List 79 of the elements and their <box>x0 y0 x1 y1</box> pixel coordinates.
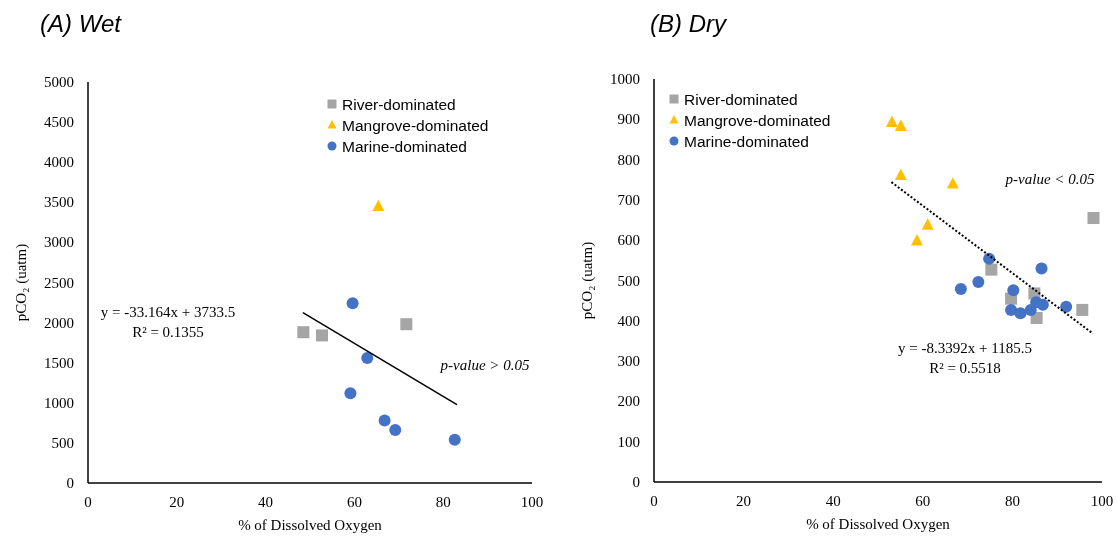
point <box>894 168 907 181</box>
y-tick-label: 500 <box>617 272 640 289</box>
point <box>894 119 907 131</box>
x-tick-label: 40 <box>825 493 841 509</box>
y-axis-title: pCO₂ (uatm) <box>13 243 30 322</box>
point <box>972 276 985 289</box>
point <box>1005 303 1018 316</box>
x-tick-label: 60 <box>346 494 362 510</box>
y-tick-label: 1000 <box>44 394 74 411</box>
chart-title: (B) Dry <box>650 10 728 37</box>
x-tick-label: 80 <box>1004 493 1020 509</box>
annotation: p-value > 0.05 <box>439 357 530 373</box>
y-tick-label: 600 <box>617 232 640 249</box>
y-tick-label: 300 <box>617 353 640 370</box>
y-tick-label: 200 <box>617 393 640 410</box>
y-tick-label: 1500 <box>44 354 74 371</box>
point <box>910 234 923 246</box>
y-tick-label: 0 <box>66 475 74 491</box>
point <box>1007 284 1020 297</box>
y-tick-label: 4500 <box>44 114 74 131</box>
point <box>1030 311 1043 324</box>
y-tick-label: 3000 <box>44 234 74 251</box>
x-tick-label: 0 <box>650 493 658 509</box>
y-tick-label: 800 <box>617 151 640 168</box>
y-tick-label: 4000 <box>44 154 74 171</box>
y-tick-label: 5000 <box>44 74 74 90</box>
x-tick-label: 100 <box>520 494 544 510</box>
y-tick-label: 100 <box>617 433 640 450</box>
point <box>921 218 934 230</box>
point <box>361 351 374 364</box>
point <box>389 424 402 437</box>
x-tick-label: 80 <box>435 494 451 510</box>
point <box>1087 212 1100 225</box>
legend-label: River-dominated <box>684 91 798 108</box>
point <box>1035 262 1048 275</box>
y-tick-label: 3500 <box>44 194 74 211</box>
x-tick-label: 20 <box>169 494 185 510</box>
point <box>985 263 998 276</box>
y-tick-label: 900 <box>617 111 640 128</box>
annotation: R² = 0.5518 <box>929 360 1001 376</box>
point <box>400 318 413 331</box>
y-tick-label: 2000 <box>44 314 74 331</box>
point <box>954 282 967 295</box>
annotation: p-value < 0.05 <box>1004 171 1095 187</box>
y-axis-title: pCO₂ (uatm) <box>579 241 596 320</box>
x-tick-label: 0 <box>84 494 92 510</box>
point <box>1014 307 1027 320</box>
y-tick-label: 400 <box>617 312 640 329</box>
y-tick-label: 1000 <box>610 71 640 87</box>
x-axis-title: % of Dissolved Oxygen <box>806 516 951 532</box>
point <box>372 199 385 212</box>
y-tick-label: 2500 <box>44 274 74 291</box>
point <box>315 329 328 342</box>
point <box>448 433 461 446</box>
point <box>297 326 310 339</box>
legend-label: River-dominated <box>342 96 456 113</box>
annotation: R² = 0.1355 <box>132 324 204 340</box>
x-tick-label: 60 <box>915 493 931 509</box>
y-tick-label: 700 <box>617 191 640 208</box>
point <box>885 115 898 127</box>
point <box>378 414 391 427</box>
chart-title: (A) Wet <box>40 10 123 37</box>
y-tick-label: 0 <box>632 474 640 490</box>
legend-label: Mangrove-dominated <box>684 112 831 129</box>
legend-label: Marine-dominated <box>342 138 467 155</box>
point <box>1076 303 1089 316</box>
x-tick-label: 20 <box>736 493 752 509</box>
annotation: y = -8.3392x + 1185.5 <box>898 340 1032 356</box>
x-axis-title: % of Dissolved Oxygen <box>238 517 383 533</box>
x-tick-label: 40 <box>258 494 274 510</box>
legend-label: Marine-dominated <box>684 133 809 150</box>
point <box>1060 300 1073 313</box>
point <box>946 177 959 189</box>
point <box>344 387 357 400</box>
y-tick-label: 500 <box>51 434 74 451</box>
x-tick-label: 100 <box>1090 493 1114 509</box>
point <box>346 297 359 310</box>
annotation: y = -33.164x + 3733.5 <box>100 304 236 320</box>
legend-label: Mangrove-dominated <box>342 117 489 134</box>
